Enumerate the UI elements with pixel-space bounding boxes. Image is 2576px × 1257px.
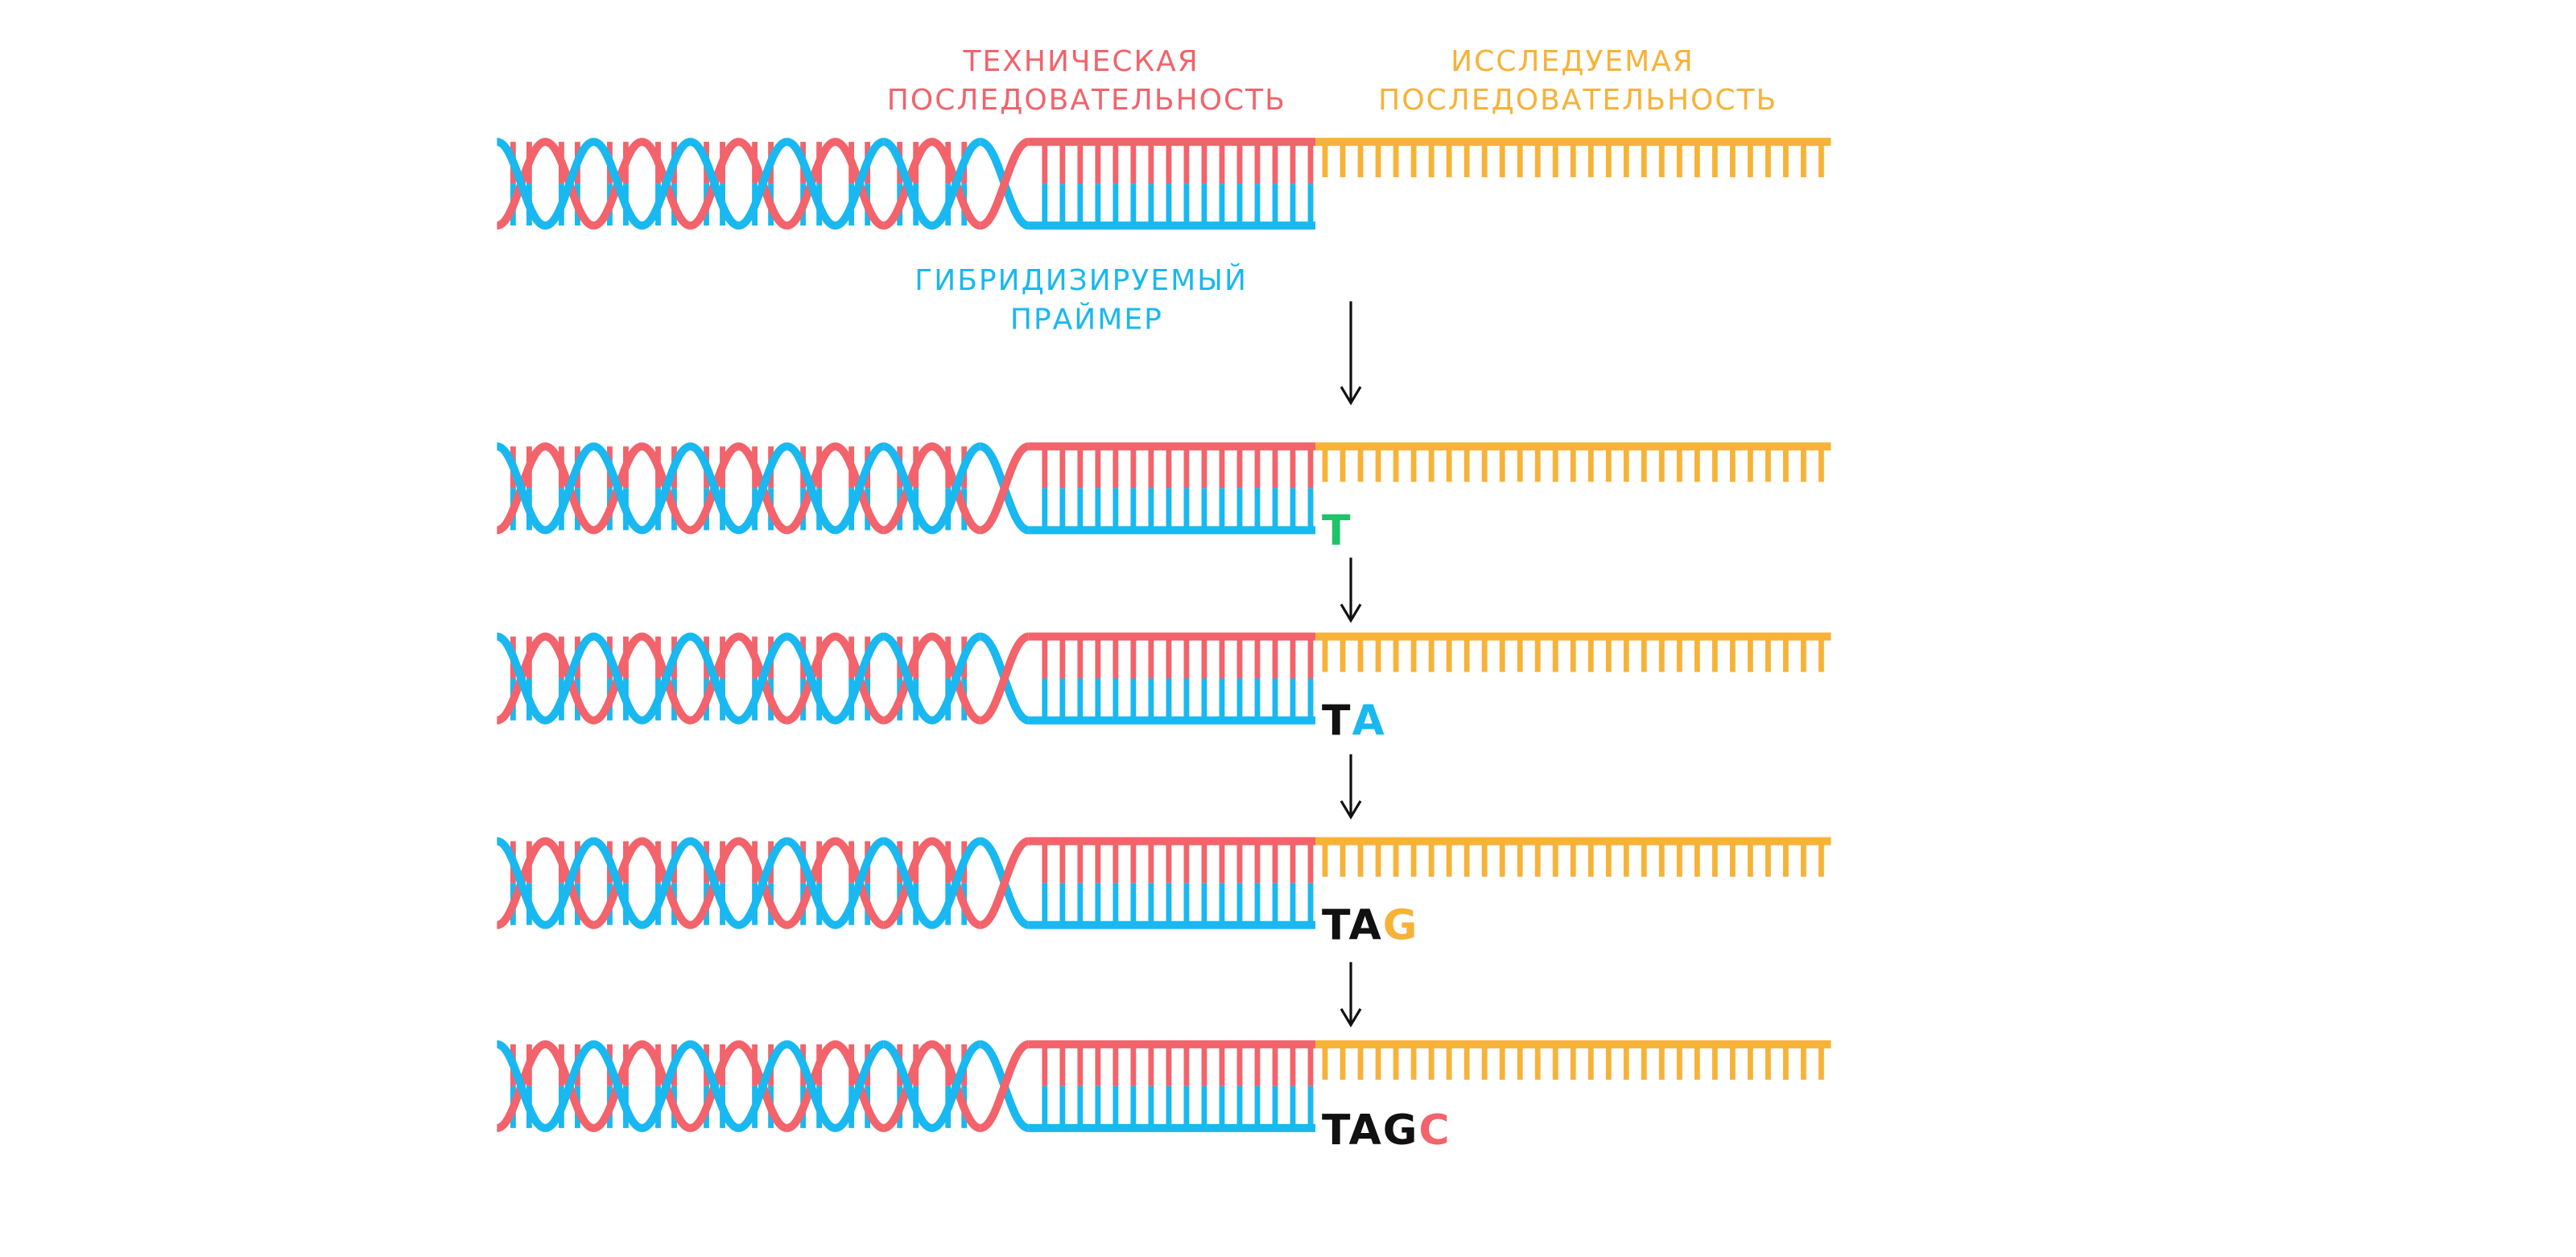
sequence-new-base: C [1418, 1106, 1451, 1155]
target-sequence-label-line2: ПОСЛЕДОВАТЕЛЬНОСТЬ [1378, 84, 1777, 117]
sequence-new-base: A [1352, 697, 1386, 746]
sequence-new-base: G [1383, 902, 1419, 950]
dna-molecule-step-4 [497, 1044, 1831, 1128]
sequence-existing-bases: T [1322, 697, 1352, 746]
dna-molecule-step-0 [497, 142, 1831, 225]
synthesized-sequence-step-3: TAG [1322, 902, 1418, 950]
synthesized-sequence-step-2: TA [1322, 697, 1386, 746]
arrow-down-icon [1340, 754, 1362, 820]
arrow-down-icon [1340, 557, 1362, 623]
target-sequence-label-line1: ИССЛЕДУЕМАЯ [1451, 45, 1695, 78]
hybridized-primer-label: ГИБРИДИЗИРУЕМЫЙ ПРАЙМЕР [914, 263, 1258, 336]
target-sequence-label: ИССЛЕДУЕМАЯ ПОСЛЕДОВАТЕЛЬНОСТЬ [1378, 45, 1777, 117]
dna-molecule-step-1 [497, 446, 1831, 530]
sequence-existing-bases: TAG [1322, 1106, 1418, 1155]
synthesized-sequence-step-1: T [1322, 507, 1352, 555]
technical-sequence-label-line2: ПОСЛЕДОВАТЕЛЬНОСТЬ [887, 84, 1286, 117]
arrow-down-icon [1340, 301, 1362, 406]
hybridized-primer-label-line1: ГИБРИДИЗИРУЕМЫЙ [914, 263, 1248, 297]
technical-sequence-label: ТЕХНИЧЕСКАЯ ПОСЛЕДОВАТЕЛЬНОСТЬ [887, 45, 1286, 117]
sequence-existing-bases: TA [1322, 902, 1383, 950]
dna-molecule-step-3 [497, 841, 1831, 925]
technical-sequence-label-line1: ТЕХНИЧЕСКАЯ [962, 45, 1199, 78]
hybridized-primer-label-line2: ПРАЙМЕР [1010, 302, 1163, 336]
sequence-new-base: T [1322, 507, 1352, 555]
arrow-down-icon [1340, 961, 1362, 1028]
synthesized-sequence-step-4: TAGC [1322, 1106, 1451, 1155]
dna-molecule-step-2 [497, 637, 1831, 721]
